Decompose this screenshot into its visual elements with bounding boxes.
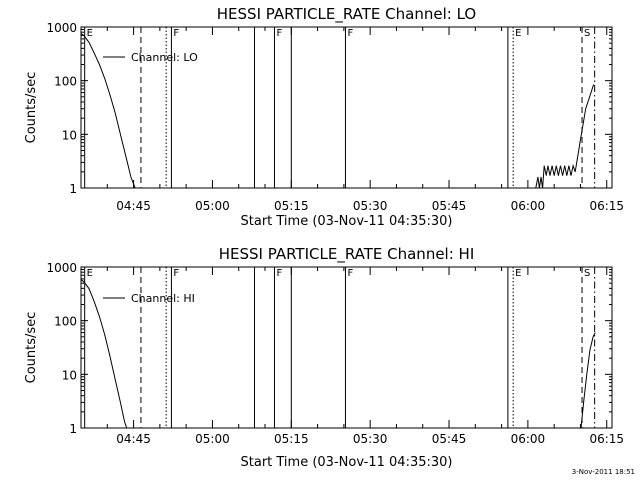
x-tick-label: 05:30 (353, 199, 388, 213)
event-flag-label: F (173, 28, 179, 39)
x-tick-label: 05:15 (274, 432, 309, 446)
count-rate-curve (80, 33, 136, 189)
legend-label: Channel: HI (131, 292, 195, 305)
y-tick-label: 100 (54, 315, 77, 329)
y-tick-label: 10 (62, 128, 77, 142)
x-tick-label: 05:00 (195, 199, 230, 213)
y-tick-label: 1000 (46, 21, 77, 35)
event-flag-label: S (584, 268, 590, 279)
chart-title: HESSI PARTICLE_RATE Channel: LO (217, 5, 476, 24)
count-rate-curve (80, 279, 128, 429)
event-flag-label: S (584, 28, 590, 39)
x-tick-label: 04:45 (116, 199, 151, 213)
event-flag-label: F (347, 28, 353, 39)
event-flag-label: F (347, 268, 353, 279)
x-tick-label: 05:00 (195, 432, 230, 446)
plot-frame (80, 266, 613, 429)
y-tick-label: 1 (69, 422, 77, 436)
y-tick-label: 1000 (46, 261, 77, 275)
lo-channel-panel: HESSI PARTICLE_RATE Channel: LO 1 10 100 100… (24, 5, 624, 229)
x-tick-label: 05:45 (432, 199, 467, 213)
x-axis-label: Start Time (03-Nov-11 04:35:30) (241, 455, 453, 470)
x-tick-label: 06:00 (511, 432, 546, 446)
x-tick-label: 05:30 (353, 432, 388, 446)
y-tick-label: 10 (62, 368, 77, 382)
event-flag-label: E (515, 268, 521, 279)
event-flag-label: E (87, 28, 93, 39)
chart-title: HESSI PARTICLE_RATE Channel: HI (219, 245, 475, 264)
y-tick-label: 100 (54, 75, 77, 89)
x-tick-label: 06:00 (511, 199, 546, 213)
plot-frame (80, 26, 613, 189)
y-axis-label: Counts/sec (24, 72, 39, 144)
x-axis-label: Start Time (03-Nov-11 04:35:30) (241, 214, 453, 229)
event-flag-label: E (87, 268, 93, 279)
event-flag-label: F (276, 268, 282, 279)
y-axis-label: Counts/sec (24, 312, 39, 384)
count-rate-curve (535, 84, 595, 189)
hi-channel-panel: HESSI PARTICLE_RATE Channel: HI 1 10 100 100… (24, 245, 624, 470)
event-flag-label: F (276, 28, 282, 39)
count-rate-curve (580, 332, 596, 429)
y-tick-label: 1 (69, 182, 77, 196)
x-tick-label: 06:15 (589, 432, 624, 446)
event-flag-label: F (173, 268, 179, 279)
x-tick-label: 04:45 (116, 432, 151, 446)
x-tick-label: 05:15 (274, 199, 309, 213)
legend-label: Channel: LO (131, 51, 198, 64)
timestamp-label: 3-Nov-2011 18:51 (572, 468, 635, 476)
x-tick-label: 05:45 (432, 432, 467, 446)
x-tick-label: 06:15 (589, 199, 624, 213)
event-flag-label: E (515, 28, 521, 39)
